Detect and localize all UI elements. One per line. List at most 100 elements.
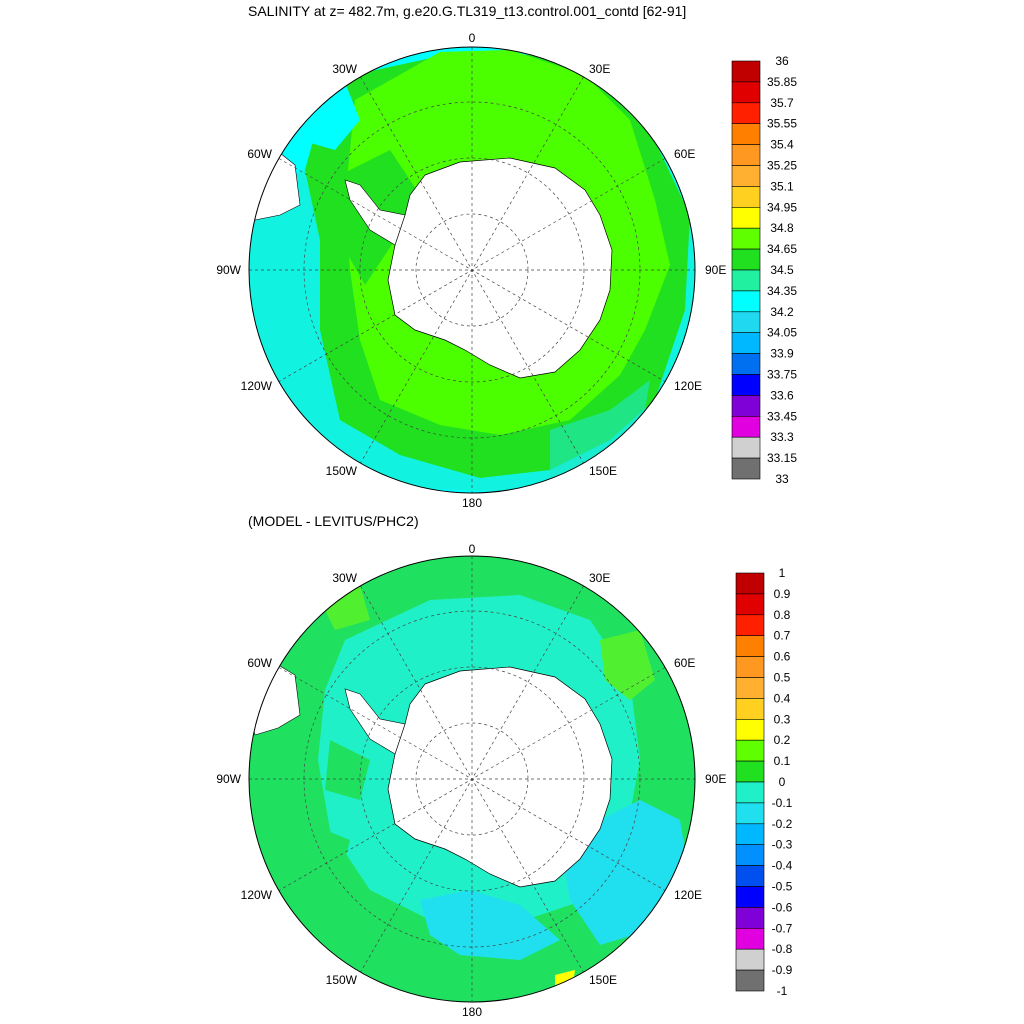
lon-label: 150E	[589, 973, 617, 987]
lon-label: 0	[469, 31, 476, 45]
lon-label: 30W	[332, 62, 357, 76]
colorbar-swatch	[735, 948, 765, 971]
colorbar-swatch	[735, 656, 765, 678]
lon-label: 120W	[241, 379, 273, 393]
lon-label: 120E	[674, 888, 702, 902]
lon-label: 90W	[216, 772, 241, 786]
colorbar-swatch	[735, 677, 765, 699]
colorbar-swatch	[731, 248, 761, 271]
colorbar-label: 0.9	[774, 587, 791, 601]
colorbar-label: 0.2	[774, 733, 791, 747]
colorbar-label: 35.4	[770, 138, 794, 152]
colorbar-swatch	[735, 802, 765, 825]
colorbar-label: 34.95	[767, 200, 797, 214]
colorbar-swatch	[735, 572, 765, 595]
colorbar-label: 34.05	[767, 326, 797, 340]
colorbar-difference: 1 0.9 0.8 0.7 0.6 0.5 0.4 0.3 0.2 0.1 0 -0.1 -0.2 -0.…	[735, 566, 793, 998]
colorbar-label: 33.9	[770, 347, 794, 361]
colorbar-label: 0	[779, 775, 786, 789]
colorbar-swatch	[735, 698, 765, 720]
lon-label: 30W	[332, 571, 357, 585]
lon-label: 180	[462, 1005, 482, 1019]
colorbar-label: 33.3	[770, 430, 794, 444]
colorbar-swatch	[735, 907, 765, 929]
colorbar-label: 34.8	[770, 221, 794, 235]
colorbar-swatch	[735, 886, 765, 908]
colorbar-swatch	[731, 332, 761, 354]
colorbar-label: 0.5	[774, 671, 791, 685]
colorbar-swatch	[731, 374, 761, 396]
colorbar-swatch	[731, 311, 761, 333]
colorbar-label: 34.2	[770, 305, 794, 319]
colorbar-swatch	[735, 781, 765, 804]
colorbar-swatch	[731, 165, 761, 187]
colorbar-swatch	[731, 144, 761, 166]
colorbar-label: 0.1	[774, 754, 791, 768]
lon-label: 90E	[705, 772, 726, 786]
colorbar-label: 0.7	[774, 629, 791, 643]
colorbar-label: 34.65	[767, 242, 797, 256]
colorbar-swatch	[735, 927, 765, 950]
colorbar-label: -0.1	[772, 796, 793, 810]
colorbar-swatch	[731, 457, 761, 480]
lon-label: 60E	[674, 147, 695, 161]
panel2-map: 0 30E 60E 90E 120E 150E 180 150W 120W 90…	[216, 542, 726, 1019]
colorbar-label: 33.6	[770, 388, 794, 402]
colorbar-label: -0.5	[772, 880, 793, 894]
colorbar-swatch	[731, 415, 761, 438]
colorbar-swatch	[731, 269, 761, 292]
colorbar-swatch	[731, 436, 761, 459]
colorbar-label: 35.85	[767, 75, 797, 89]
colorbar-label: 35.7	[770, 96, 794, 110]
colorbar-label: 0.4	[774, 691, 791, 705]
colorbar-label: 33.15	[767, 451, 797, 465]
colorbar-swatch	[735, 739, 765, 762]
lon-label: 60W	[247, 147, 272, 161]
lon-label: 90E	[705, 263, 726, 277]
colorbar-label: 35.25	[767, 159, 797, 173]
panel1-map: 0 30E 60E 90E 120E 150E 180 150W 120W 90…	[216, 31, 726, 510]
colorbar-swatch	[731, 207, 761, 229]
colorbar-label: 33	[775, 472, 789, 486]
lon-label: 150W	[326, 464, 358, 478]
lon-label: 30E	[589, 62, 610, 76]
colorbar-label: -1	[777, 984, 788, 998]
colorbar-swatch	[731, 60, 761, 83]
colorbar-swatch	[735, 865, 765, 887]
colorbar-swatch	[731, 123, 761, 145]
colorbar-label: 35.55	[767, 117, 797, 131]
colorbar-swatch	[731, 227, 761, 250]
lon-label: 150E	[589, 464, 617, 478]
colorbar-label: 0.8	[774, 608, 791, 622]
colorbar-swatch	[735, 760, 765, 783]
colorbar-swatch	[731, 395, 761, 417]
lon-label: 120E	[674, 379, 702, 393]
colorbar-label: -0.9	[772, 963, 793, 977]
colorbar-swatch	[735, 844, 765, 866]
colorbar-swatch	[731, 186, 761, 208]
colorbar-label: 35.1	[770, 179, 794, 193]
lon-label: 120W	[241, 888, 273, 902]
colorbar-swatch	[735, 614, 765, 636]
lon-label: 60E	[674, 656, 695, 670]
colorbar-swatch	[731, 81, 761, 104]
colorbar-label: -0.6	[772, 900, 793, 914]
colorbar-label: 33.75	[767, 368, 797, 382]
colorbar-swatch	[731, 290, 761, 313]
colorbar-swatch	[735, 718, 765, 741]
colorbar-label: 34.35	[767, 284, 797, 298]
colorbar-label: -0.8	[772, 942, 793, 956]
lon-label: 180	[462, 496, 482, 510]
colorbar-label: -0.7	[772, 921, 793, 935]
colorbar-swatch	[735, 969, 765, 992]
colorbar-swatch	[735, 593, 765, 616]
colorbar-label: -0.3	[772, 838, 793, 852]
lon-label: 90W	[216, 263, 241, 277]
colorbar-label: 36	[775, 54, 789, 68]
colorbar-salinity: 36 35.85 35.7 35.55 35.4 35.25 35.1 34.95 34.8 34…	[731, 54, 797, 486]
colorbar-label: 33.45	[767, 409, 797, 423]
lon-label: 30E	[589, 571, 610, 585]
panel2-title: (MODEL - LEVITUS/PHC2)	[248, 513, 419, 529]
colorbar-swatch	[735, 823, 765, 845]
colorbar-label: -0.2	[772, 817, 793, 831]
